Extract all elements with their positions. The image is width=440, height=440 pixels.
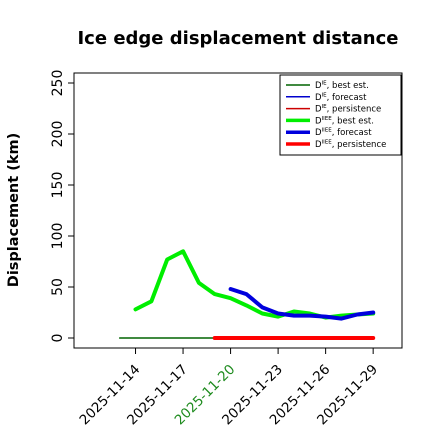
y-tick-label: 50 [50, 278, 66, 296]
y-tick-label: 100 [50, 223, 66, 250]
legend-suffix: , forecast [332, 128, 372, 138]
legend-entry: DIIEE, forecast [315, 128, 372, 139]
y-tick-label: 200 [50, 121, 66, 148]
series-line-4 [228, 287, 376, 321]
legend-sup: IE [322, 81, 328, 87]
legend-entry: DIE, best est. [315, 81, 369, 92]
legend-entry: DIE, persistence [315, 104, 381, 115]
legend-base: D [315, 93, 322, 103]
legend-sup: IIEE [322, 116, 333, 122]
y-tick-label: 150 [50, 172, 66, 199]
legend-box [279, 74, 402, 156]
legend-suffix: , persistence [327, 105, 382, 115]
legend-entry: DIIEE, persistence [315, 140, 386, 151]
legend-sup: IIEE [322, 140, 333, 146]
legend-entry: DIIEE, best est. [315, 116, 374, 127]
legend-base: D [315, 116, 322, 126]
legend-base: D [315, 128, 322, 138]
y-axis-label: Displacement (km) [6, 133, 22, 287]
legend-suffix: , forecast [327, 93, 367, 103]
x-axis: 2025-11-142025-11-172025-11-202025-11-23… [77, 348, 381, 428]
plot-frame [73, 72, 403, 349]
legend-suffix: , best est. [327, 81, 369, 91]
legend-base: D [315, 81, 322, 91]
legend-sup: IIEE [322, 128, 333, 134]
legend-suffix: , persistence [332, 140, 387, 150]
y-tick-label: 250 [50, 70, 66, 97]
legend-sup: IE [322, 104, 328, 110]
y-axis: 0 50 100 150 200 250 [50, 70, 74, 343]
legend-suffix: , best est. [332, 116, 374, 126]
series-layer [118, 249, 376, 340]
y-tick-label: 0 [50, 334, 66, 343]
legend-base: D [315, 140, 322, 150]
legend-sup: IE [322, 92, 328, 98]
series-line-3 [133, 249, 376, 320]
chart-title: Ice edge displacement distance [77, 28, 398, 49]
legend-entry: DIE, forecast [315, 92, 367, 103]
legend-base: D [315, 105, 322, 115]
plot-area [73, 72, 403, 349]
